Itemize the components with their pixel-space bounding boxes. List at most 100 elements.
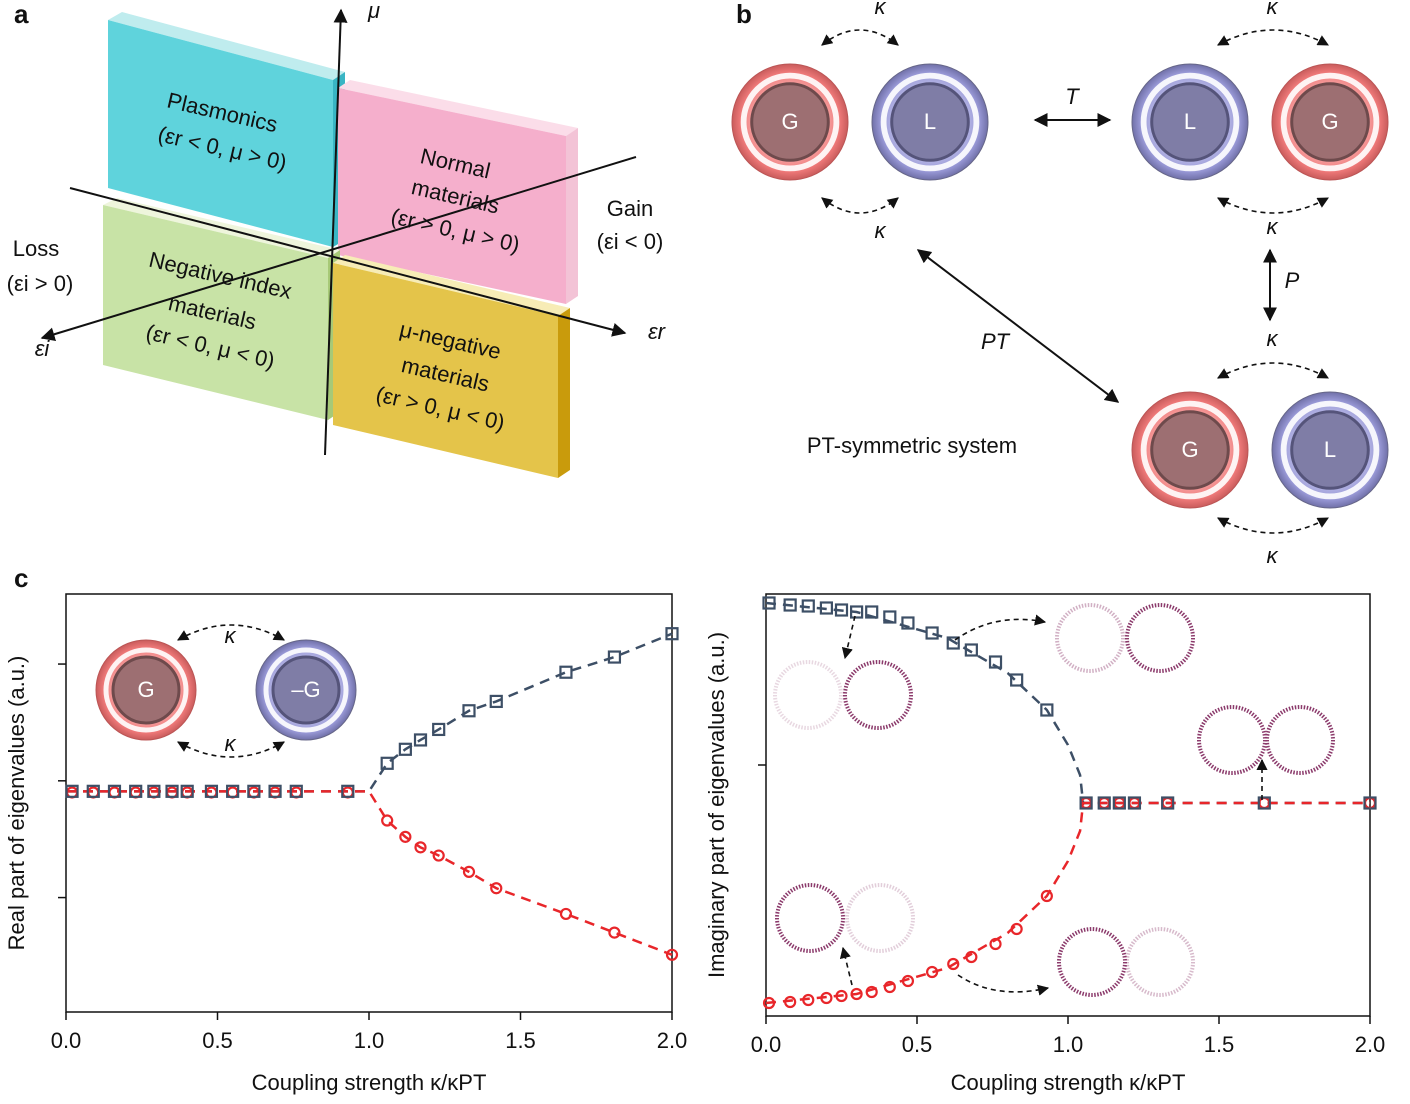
data-point [850,987,863,1001]
data-point [925,965,939,979]
resonator-label: L [924,109,936,134]
x-tick-label: 2.0 [657,1028,688,1053]
resonator-label: G [1321,109,1338,134]
operation-label: PT [981,329,1011,354]
data-point [925,626,939,640]
fit-curve [66,790,673,956]
coupling-arrow [177,741,285,758]
mode-arrow [954,614,1047,641]
data-point [901,974,915,988]
mode-ring [1125,927,1195,997]
resonator-label: L [1184,109,1196,134]
data-point [1040,889,1053,903]
data-point [965,950,978,964]
resonator-rim [1280,72,1380,172]
axes-a [40,8,637,456]
coupling-label: κ [875,0,887,19]
fit-curve [765,801,1370,1005]
data-point [559,907,573,921]
x-tick-label: 0.0 [751,1032,782,1057]
data-point [665,627,679,641]
mode-ring [1057,927,1127,997]
caption: PT-symmetric system [807,433,1017,458]
data-point [462,704,476,718]
data-point [341,784,355,798]
resonator-rim [880,72,980,172]
x-axis-label: Coupling strength κ/κPT [951,1070,1186,1095]
data-point [835,989,848,1003]
data-point [1127,796,1142,810]
coupling-arrow [821,197,899,214]
resonator-core [111,655,181,725]
data-point [398,742,412,756]
data-point [665,948,679,961]
data-point [762,996,776,1010]
mode-ring [775,883,845,953]
resonator-rim [740,72,840,172]
resonator-rim [1140,400,1240,500]
coupling-label: κ [1267,326,1279,351]
data-point [490,882,503,895]
axis-label: μ [367,0,380,23]
data-point [988,655,1003,669]
data-point [180,784,194,798]
data-point [268,784,282,798]
data-point [946,636,960,650]
operation-label: T [1065,84,1080,109]
mode-ring [1265,705,1335,775]
data-point [801,599,815,613]
x-tick-label: 1.0 [1053,1032,1084,1057]
resonator-core [1150,82,1230,162]
data-point [489,694,503,709]
slabs [103,12,578,478]
data-point [1161,796,1175,810]
label: (εi > 0) [7,271,74,296]
data-point [1257,796,1271,810]
data-point [819,601,834,615]
axis-label: εi [35,336,51,361]
y-axis-label: Real part of eigenvalues (a.u.) [4,656,29,951]
data-point [784,995,797,1009]
mode-arrow [839,946,853,986]
resonator-label: G [137,677,154,702]
data-point [432,849,445,862]
data-point [964,643,978,657]
resonator-core [750,82,830,162]
resonator-core [1150,410,1230,490]
coupling-arrow [1217,197,1329,214]
coupling-arrow [1217,29,1329,46]
data-point [289,784,303,798]
data-point [1010,673,1024,687]
data-point [783,598,797,612]
label: (εi < 0) [597,229,664,254]
mode-arrow [957,974,1050,996]
resonator-rim [1280,400,1380,500]
data-point [559,665,573,679]
x-axis-label: Coupling strength κ/κPT [252,1070,487,1095]
data-point [607,650,622,664]
data-point [432,722,446,737]
operation-label: P [1285,268,1300,293]
resonator-rim [263,647,349,733]
mode-ring [845,883,915,953]
data-point [381,814,394,827]
data-point [107,784,122,798]
resonator-label: G [1181,437,1198,462]
x-tick-label: 1.5 [1204,1032,1235,1057]
coupling-arrow [177,624,285,641]
data-point [901,616,915,630]
label: Loss [13,236,59,261]
resonator-rim [1140,72,1240,172]
coupling-label: κ [1267,543,1279,568]
coupling-label: κ [875,218,887,243]
label: Gain [607,196,653,221]
data-point [165,784,179,798]
panel-label: a [14,0,29,29]
data-point [820,991,833,1005]
data-point [762,596,776,610]
data-point [86,784,100,798]
data-point [865,985,878,999]
mode-arrow [841,615,856,660]
data-point [462,865,476,878]
